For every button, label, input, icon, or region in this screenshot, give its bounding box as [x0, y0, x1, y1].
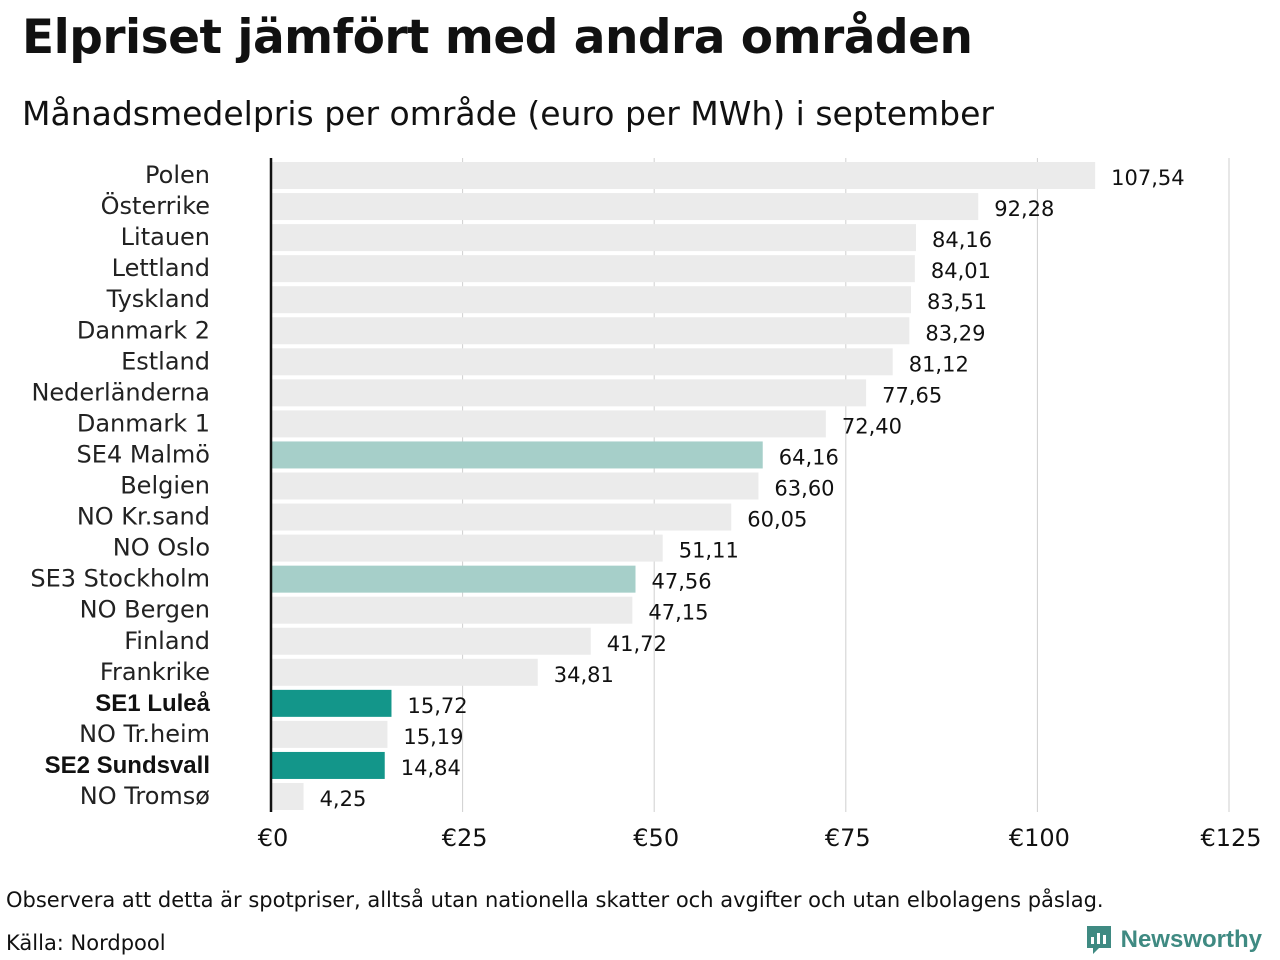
newsworthy-logo-icon [1086, 926, 1111, 954]
bar [271, 596, 633, 624]
bar [271, 627, 591, 655]
value-label: 81,12 [909, 352, 969, 376]
category-label: Belgien [120, 472, 210, 500]
bar [271, 193, 979, 221]
chart-title: Elpriset jämfört med andra områden [22, 10, 973, 65]
bar [271, 751, 385, 779]
x-tick-label: €25 [442, 824, 488, 852]
bar [271, 503, 732, 531]
category-label: Österrike [101, 191, 210, 220]
bar [271, 783, 304, 810]
category-label: NO Bergen [80, 596, 210, 624]
bar [271, 410, 826, 438]
category-label: SE3 Stockholm [30, 565, 210, 593]
value-label: 84,16 [932, 228, 992, 252]
value-label: 41,72 [607, 632, 667, 656]
brand: Newsworthy [1085, 924, 1262, 956]
x-tick-label: €100 [1009, 824, 1070, 852]
category-label: Danmark 2 [77, 316, 210, 344]
bar [271, 379, 867, 407]
labels: €0 €25 €50 €75 €100 €125 Polen 107,54 Österrike 9… [30, 161, 1261, 852]
value-label: 72,40 [842, 414, 902, 438]
category-label: Frankrike [100, 658, 210, 686]
value-label: 60,05 [747, 508, 807, 532]
bar [271, 472, 759, 500]
bar-chart: €0 €25 €50 €75 €100 €125 Polen 107,54 Österrike 9… [30, 158, 1262, 852]
bar [271, 720, 388, 748]
chart-subtitle: Månadsmedelpris per område (euro per MWh… [22, 94, 994, 133]
value-label: 64,16 [779, 445, 839, 469]
source-label: Källa: Nordpool [6, 931, 166, 955]
value-label: 77,65 [882, 383, 942, 407]
bar [271, 162, 1096, 189]
bar [271, 689, 392, 717]
category-label: SE2 Sundsvall [45, 752, 210, 779]
category-label: SE1 Luleå [95, 690, 210, 717]
value-label: 34,81 [554, 663, 614, 687]
value-label: 107,54 [1111, 166, 1184, 190]
category-label: SE4 Malmö [77, 440, 210, 468]
category-label: NO Tr.heim [79, 720, 210, 748]
bar [271, 286, 912, 314]
bar [271, 658, 538, 686]
category-label: Nederländerna [31, 378, 210, 406]
bar [271, 441, 763, 469]
x-tick-label: €75 [825, 824, 871, 852]
bar [271, 255, 915, 283]
bar [271, 317, 910, 345]
category-label: Finland [124, 627, 210, 655]
category-label: Estland [121, 347, 210, 375]
bar [271, 348, 893, 376]
x-tick-label: €0 [258, 824, 289, 852]
value-label: 83,29 [925, 321, 985, 345]
bar [271, 224, 917, 252]
bars [271, 162, 1096, 810]
category-label: Litauen [121, 223, 210, 251]
value-label: 14,84 [401, 756, 461, 780]
category-label: NO Tromsø [80, 782, 210, 810]
value-label: 83,51 [927, 290, 987, 314]
bar [271, 565, 636, 593]
x-tick-label: €50 [633, 824, 679, 852]
category-label: NO Oslo [113, 534, 210, 562]
category-label: Polen [145, 161, 210, 189]
value-label: 63,60 [774, 477, 834, 501]
category-label: Danmark 1 [77, 409, 210, 437]
value-label: 51,11 [679, 539, 739, 563]
value-label: 15,72 [407, 694, 467, 718]
x-tick-label: €125 [1200, 824, 1261, 852]
brand-name: Newsworthy [1120, 926, 1262, 953]
category-label: NO Kr.sand [77, 503, 210, 531]
value-label: 84,01 [931, 259, 991, 283]
value-label: 47,56 [651, 570, 711, 594]
value-label: 15,19 [403, 725, 463, 749]
category-label: Tyskland [106, 285, 210, 313]
value-label: 47,15 [648, 601, 708, 625]
footnote: Observera att detta är spotpriser, allts… [6, 888, 1104, 912]
value-label: 92,28 [994, 197, 1054, 221]
category-label: Lettland [112, 254, 210, 282]
bar [271, 534, 663, 562]
value-label: 4,25 [320, 787, 367, 811]
